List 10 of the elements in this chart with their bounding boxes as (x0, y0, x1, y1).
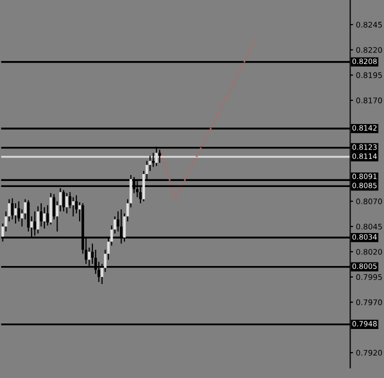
candlestick (62, 190, 65, 212)
candlestick (43, 206, 46, 230)
candlestick (66, 192, 68, 214)
candlestick (14, 202, 17, 224)
candlestick (40, 202, 42, 228)
candlestick (72, 196, 74, 217)
candlestick (11, 198, 14, 220)
candlestick (36, 206, 40, 234)
candlestick (152, 152, 155, 168)
candlestick (46, 204, 49, 226)
